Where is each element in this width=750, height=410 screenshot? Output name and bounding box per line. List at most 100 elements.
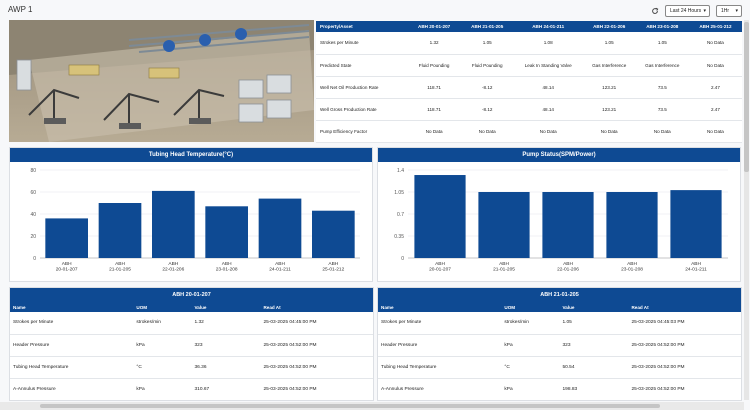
x-tick-label: 21-01-205 (109, 267, 131, 273)
vertical-scrollbar[interactable] (744, 20, 749, 400)
column-header: Read At (260, 302, 373, 312)
refresh-icon[interactable] (651, 7, 659, 15)
table-row: Tubing Head Temperature °C 50.54 25-03-2… (378, 356, 741, 379)
time-range-dropdown[interactable]: Last 24 Hours ▾ (665, 5, 710, 17)
y-tick-label: 1.05 (394, 190, 404, 196)
column-header: Value (559, 302, 629, 312)
table-cell: Well Gross Production Rate (316, 98, 408, 121)
table-cell: 198.83 (559, 378, 629, 400)
bar (205, 206, 248, 258)
x-tick-label: ABH (691, 261, 701, 267)
x-tick-label: 22-01-206 (162, 267, 184, 273)
x-tick-label: ABH (115, 261, 125, 267)
x-tick-label: ABH (222, 261, 232, 267)
bar (258, 198, 302, 258)
table-header-row: Name UOM Value Read At (378, 302, 741, 312)
table-cell: kPa (133, 378, 192, 400)
table-cell: 25-03-2025 04:52:00 PM (628, 334, 741, 357)
table-cell: Strokes per Minute (316, 32, 408, 55)
table-cell: 1.05 (559, 312, 629, 335)
table-row: Strokes per Minute 1.32 1.05 1.08 1.05 1… (316, 32, 742, 55)
table-row: Well Gross Production Rate 118.71 -8.12 … (316, 98, 742, 121)
table-cell: 36.36 (191, 356, 261, 379)
table-cell: 2.47 (688, 98, 742, 121)
bar (98, 203, 142, 258)
y-tick-label: 20 (30, 234, 36, 240)
horizontal-scroll-thumb[interactable] (40, 404, 660, 408)
column-header: Property/Asset (316, 21, 408, 32)
table-cell: No Data (407, 120, 461, 144)
interval-value: 1Hr (721, 8, 730, 14)
table-cell: kPa (133, 334, 192, 357)
table-cell: 1.05 (582, 32, 636, 55)
tubing-head-temperature-chart: 020406080ABH20-01-207ABH21-01-205ABH22-0… (30, 168, 360, 273)
interval-dropdown[interactable]: 1Hr ▾ (716, 5, 742, 17)
table-cell: Leak In Standing Valve (513, 54, 583, 77)
table-cell: 118.71 (407, 98, 461, 121)
table-cell: Tubing Head Temperature (378, 356, 502, 379)
readings-table: Name UOM Value Read At Strokes per Minut… (378, 302, 741, 400)
x-tick-label: 24-01-211 (685, 267, 707, 273)
table-cell: 73.5 (635, 76, 689, 99)
table-cell: -8.12 (460, 98, 514, 121)
table-cell: 310.67 (191, 378, 261, 400)
table-cell: °C (501, 356, 560, 379)
bar (478, 192, 530, 258)
table-cell: Pump Efficiency Factor (316, 120, 408, 144)
table-cell: 1.32 (191, 312, 261, 335)
table-cell: No Data (688, 32, 742, 55)
table-cell: 1.05 (635, 32, 689, 55)
table-cell: 50.54 (559, 356, 629, 379)
table-cell: kPa (501, 378, 560, 400)
table-cell: strokes/min (501, 312, 560, 335)
table-cell: 323 (559, 334, 629, 357)
column-header: ABH 22-01-206 (582, 21, 636, 32)
column-header: ABH 24-01-211 (513, 21, 583, 32)
table-cell: Header Pressure (378, 334, 502, 357)
well-pad-3d-image (9, 20, 314, 142)
table-cell: 2.47 (688, 76, 742, 99)
table-cell: 25-03-2025 04:45:00 PM (260, 312, 373, 335)
x-tick-label: ABH (499, 261, 509, 267)
x-tick-label: 24-01-211 (269, 267, 291, 273)
table-row: A-Annulus Pressure kPa 310.67 25-03-2025… (10, 378, 373, 400)
table-cell: kPa (501, 334, 560, 357)
table-header-row: Name UOM Value Read At (10, 302, 373, 312)
table-cell: Header Pressure (10, 334, 134, 357)
table-cell: Strokes per Minute (378, 312, 502, 335)
table-row: Header Pressure kPa 323 25-03-2025 04:52… (10, 334, 373, 357)
readings-title: ABH 21-01-205 (378, 288, 741, 302)
column-header: UOM (501, 302, 560, 312)
table-row: Pump Efficiency Factor No Data No Data N… (316, 120, 742, 144)
y-tick-label: 60 (30, 190, 36, 196)
bar (670, 190, 722, 258)
chevron-down-icon: ▾ (703, 8, 706, 14)
table-cell: Predicted State (316, 54, 408, 77)
x-tick-label: 23-01-208 (216, 267, 238, 273)
column-header: Read At (628, 302, 741, 312)
table-cell: No Data (582, 120, 636, 144)
table-cell: No Data (635, 120, 689, 144)
property-asset-table: Property/Asset ABH 20-01-207 ABH 21-01-2… (316, 21, 742, 144)
x-tick-label: 25-01-212 (322, 267, 344, 273)
y-tick-label: 0.35 (394, 234, 404, 240)
y-tick-label: 0.7 (397, 212, 404, 218)
table-row: Well Net Oil Production Rate 118.71 -8.1… (316, 76, 742, 99)
table-cell: 118.71 (407, 76, 461, 99)
x-tick-label: 21-01-205 (493, 267, 515, 273)
table-cell: No Data (460, 120, 514, 144)
x-tick-label: ABH (62, 261, 72, 267)
y-tick-label: 0 (33, 256, 36, 262)
page-title: AWP 1 (8, 5, 33, 14)
x-tick-label: 20-01-207 (429, 267, 451, 273)
table-cell: 1.32 (407, 32, 461, 55)
column-header: ABH 23-01-208 (635, 21, 689, 32)
table-cell: 48.14 (513, 98, 583, 121)
time-range-value: Last 24 Hours (670, 8, 702, 14)
pump-status-chart: 00.350.71.051.4ABH20-01-207ABH21-01-205A… (394, 168, 728, 273)
table-cell: 323 (191, 334, 261, 357)
table-cell: Tubing Head Temperature (10, 356, 134, 379)
table-cell: 25-03-2025 04:52:00 PM (260, 378, 373, 400)
vertical-scroll-thumb[interactable] (744, 22, 749, 172)
